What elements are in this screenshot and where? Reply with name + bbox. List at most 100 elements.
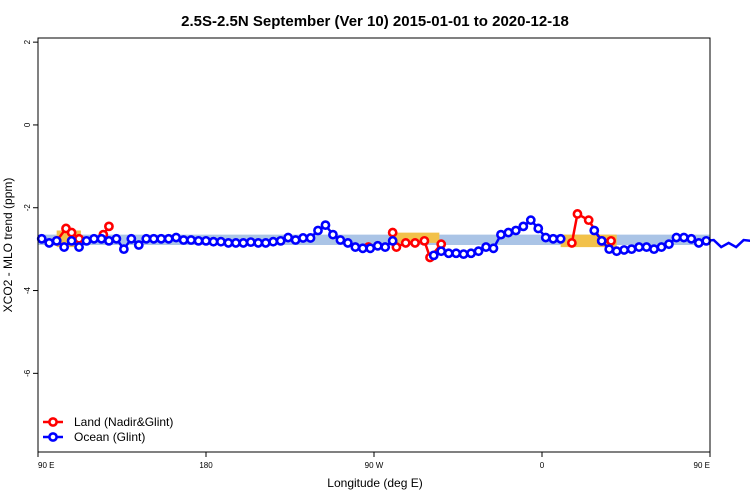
ocean-point (126, 233, 137, 244)
ocean-point (365, 243, 376, 254)
land-point (606, 235, 616, 246)
ocean-point (548, 233, 559, 244)
legend: Land (Nadir&Glint)Ocean (Glint) (43, 415, 173, 444)
ocean-point (503, 227, 514, 238)
series-points-layer (36, 209, 712, 263)
ocean-point (201, 235, 211, 246)
ocean-point (380, 242, 391, 252)
ocean-point (335, 235, 346, 245)
ocean-point (466, 248, 476, 259)
ocean-point (313, 225, 323, 236)
ocean-point (611, 246, 622, 257)
land-point (566, 238, 577, 248)
ocean-point (525, 215, 536, 226)
x-tick-label: 0 (540, 461, 545, 470)
ocean-point (245, 237, 256, 248)
ocean-point (678, 232, 689, 243)
ocean-point (428, 250, 439, 261)
land-point (410, 238, 420, 248)
x-tick-label: 90 E (38, 461, 54, 470)
ocean-point (275, 235, 286, 246)
legend-marker (48, 417, 58, 427)
ocean-point (634, 242, 644, 252)
ocean-point (223, 238, 234, 248)
land-point (74, 233, 84, 244)
ocean-point (357, 243, 368, 254)
ocean-point (81, 235, 92, 246)
ocean-point (596, 235, 607, 246)
ocean-point (51, 235, 62, 246)
ocean-point (387, 235, 398, 246)
ocean-point (238, 238, 249, 248)
ocean-point (156, 233, 167, 244)
ocean-point (290, 235, 301, 245)
ocean-point (649, 244, 659, 255)
ocean-point (298, 233, 308, 243)
ocean-point (342, 238, 353, 248)
ocean-point (626, 244, 637, 255)
ocean-point (260, 238, 271, 248)
ocean-point (104, 235, 114, 246)
legend-label: Land (Nadir&Glint) (74, 415, 173, 429)
y-tick-label: 0 (23, 122, 32, 127)
ocean-point (111, 233, 122, 244)
ocean-point (208, 236, 219, 247)
ocean-point (171, 232, 182, 243)
legend-marker (48, 432, 58, 442)
ocean-point (268, 236, 279, 247)
ocean-point (36, 233, 47, 244)
ocean-point (555, 233, 566, 244)
ocean-point (148, 233, 159, 244)
y-tick-label: -6 (23, 369, 32, 377)
ocean-point (118, 244, 129, 255)
x-tick-label: 90 W (365, 461, 384, 470)
y-tick-label: -2 (23, 204, 32, 212)
x-tick-label: 180 (199, 461, 213, 470)
ocean-point (481, 242, 491, 252)
ocean-point (604, 244, 615, 255)
y-tick-label: 2 (23, 39, 32, 44)
ocean-point (141, 233, 152, 244)
ocean-point (458, 249, 469, 260)
ocean-point (693, 238, 704, 248)
ocean-point (589, 225, 600, 236)
land-point (66, 227, 77, 238)
ocean-point (186, 235, 196, 245)
land-point (104, 221, 114, 232)
ocean-point (510, 225, 521, 236)
land-point (387, 227, 398, 238)
ocean-point (44, 238, 55, 248)
ocean-point (518, 221, 529, 232)
ocean-point (216, 236, 226, 247)
ocean-point (178, 235, 189, 245)
ocean-point (74, 242, 84, 252)
ocean-point (96, 233, 107, 244)
ocean-point (253, 238, 264, 248)
land-point (572, 209, 583, 219)
x-tick-label: 90 E (694, 461, 710, 470)
ocean-point (350, 242, 361, 252)
ocean-point (328, 229, 338, 240)
ocean-point (133, 240, 144, 250)
ocean-point (59, 242, 70, 252)
ocean-point (372, 240, 383, 251)
ocean-point (451, 248, 462, 259)
ocean-point (436, 246, 447, 257)
ocean-point (163, 233, 174, 244)
ocean-point (89, 233, 99, 244)
ocean-point (686, 233, 697, 244)
ocean-point (443, 248, 454, 259)
ocean-point (619, 245, 630, 255)
y-tick-label: -4 (23, 286, 32, 294)
x-axis-label: Longitude (deg E) (327, 476, 422, 490)
ocean-point (641, 242, 652, 252)
land-point (400, 238, 411, 248)
ocean-point (283, 232, 294, 243)
ocean-point (540, 232, 551, 243)
ocean-point (473, 246, 484, 257)
y-axis-label: XCO2 - MLO trend (ppm) (1, 178, 15, 313)
ocean-point (66, 235, 77, 246)
ocean-point (193, 235, 204, 246)
